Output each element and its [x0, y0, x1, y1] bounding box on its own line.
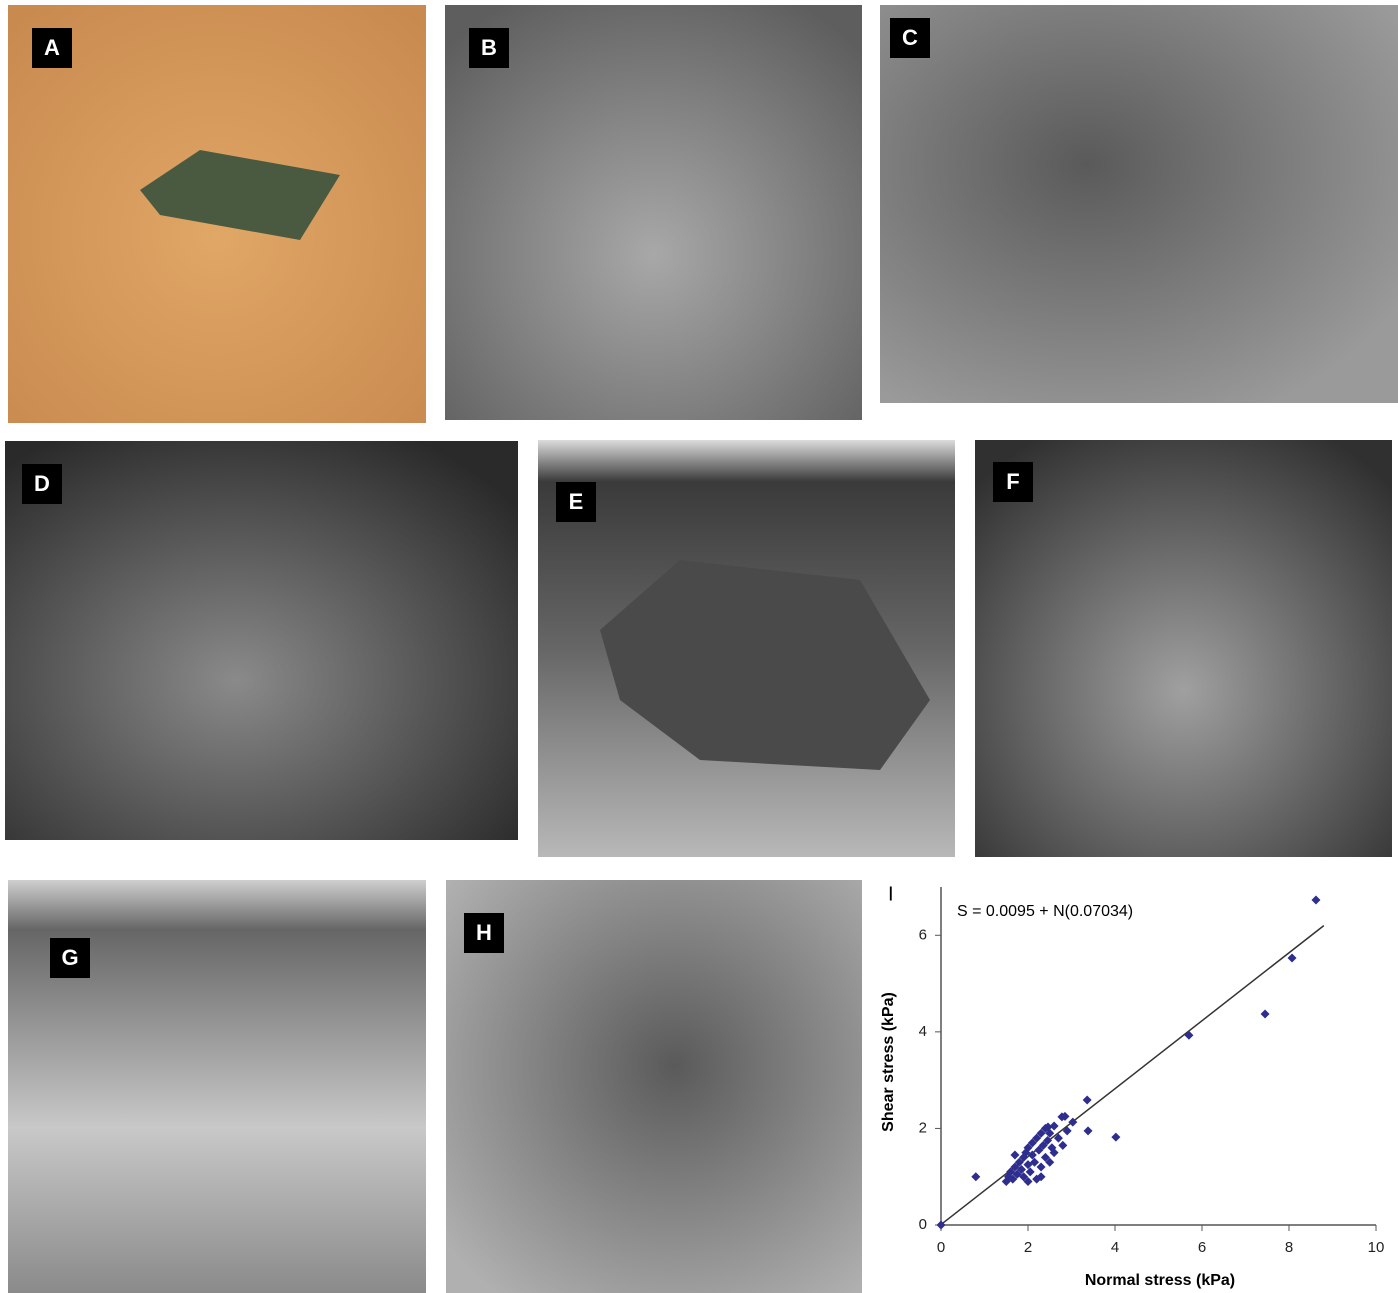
rock: [600, 560, 930, 770]
label-box: [464, 913, 504, 953]
point: [1025, 1167, 1035, 1177]
x-axis-label: Normal stress (kPa): [1085, 1272, 1235, 1289]
point: [1053, 1133, 1063, 1143]
point: [1027, 1138, 1037, 1148]
label-box: [556, 482, 596, 522]
point: [971, 1172, 981, 1182]
point: [1040, 1152, 1050, 1162]
point: [1010, 1150, 1020, 1160]
photos: [5, 5, 1398, 1293]
photo-h: [446, 880, 862, 1293]
x-tick-label: 0: [937, 1239, 945, 1256]
point: [1049, 1121, 1059, 1131]
panel-label: E: [569, 489, 584, 514]
panel-labels: A B C D E F G H: [22, 18, 1033, 978]
point: [1287, 953, 1297, 963]
point: [1036, 1172, 1046, 1182]
point: [1023, 1143, 1033, 1153]
panel-label: A: [44, 35, 60, 60]
panel-label: F: [1006, 469, 1019, 494]
point: [1036, 1162, 1046, 1172]
x-tick-label: 8: [1285, 1239, 1293, 1256]
point: [1043, 1136, 1053, 1145]
fit-line: [940, 925, 1325, 1226]
point: [1038, 1140, 1048, 1150]
point: [1023, 1177, 1033, 1187]
annotation: S = 0.0095 + N(0.07034): [957, 903, 1133, 920]
point: [1045, 1128, 1055, 1138]
y-tick-label: 2: [919, 1119, 927, 1136]
photo-f: [975, 440, 1392, 857]
point: [1311, 895, 1321, 905]
point: [936, 1220, 946, 1230]
chart-label: I: [888, 883, 894, 905]
panel-label: B: [481, 35, 497, 60]
photo-c: [880, 5, 1398, 403]
point: [1016, 1164, 1026, 1174]
point: [1019, 1172, 1029, 1182]
y-tick-label: 0: [919, 1216, 927, 1233]
point: [1068, 1117, 1078, 1127]
label-box: [22, 464, 62, 504]
point: [1036, 1128, 1046, 1138]
point: [1040, 1123, 1050, 1133]
point: [1062, 1126, 1072, 1136]
y-tick-label: 6: [919, 926, 927, 943]
y-tick-label: 4: [919, 1023, 927, 1040]
panel-label: C: [902, 25, 918, 50]
label-box: [50, 938, 90, 978]
point: [1045, 1157, 1055, 1167]
point: [1260, 1009, 1270, 1019]
label-box: [32, 28, 72, 68]
point: [1049, 1148, 1059, 1158]
scatter-chart: 0 2 4 6 8 10 0 2 4 6 I S = 0.0095 + N(0.07034) Norma…: [880, 883, 1384, 1289]
panel-label: D: [34, 471, 50, 496]
panel-label: G: [61, 945, 78, 970]
point: [1111, 1132, 1121, 1142]
photo-b: [445, 5, 862, 420]
point: [1014, 1157, 1024, 1167]
x-tick-label: 4: [1111, 1239, 1119, 1256]
point: [1082, 1095, 1092, 1105]
point: [1034, 1145, 1044, 1155]
x-tick-label: 2: [1024, 1239, 1032, 1256]
point: [1030, 1157, 1040, 1167]
x-tick-label: 10: [1368, 1239, 1385, 1256]
point: [1060, 1111, 1070, 1121]
y-axis-label: Shear stress (kPa): [880, 992, 897, 1132]
photo-d: [5, 441, 518, 840]
panel-label: H: [476, 920, 492, 945]
x-tick-label: 6: [1198, 1239, 1206, 1256]
point: [1027, 1150, 1037, 1160]
label-box: [993, 462, 1033, 502]
point: [1008, 1174, 1018, 1184]
rover: [140, 150, 340, 240]
label-box: [469, 28, 509, 68]
point: [1032, 1133, 1042, 1143]
label-box: [890, 18, 930, 58]
point: [1058, 1140, 1068, 1150]
point: [1184, 1030, 1194, 1040]
point: [1083, 1126, 1093, 1136]
